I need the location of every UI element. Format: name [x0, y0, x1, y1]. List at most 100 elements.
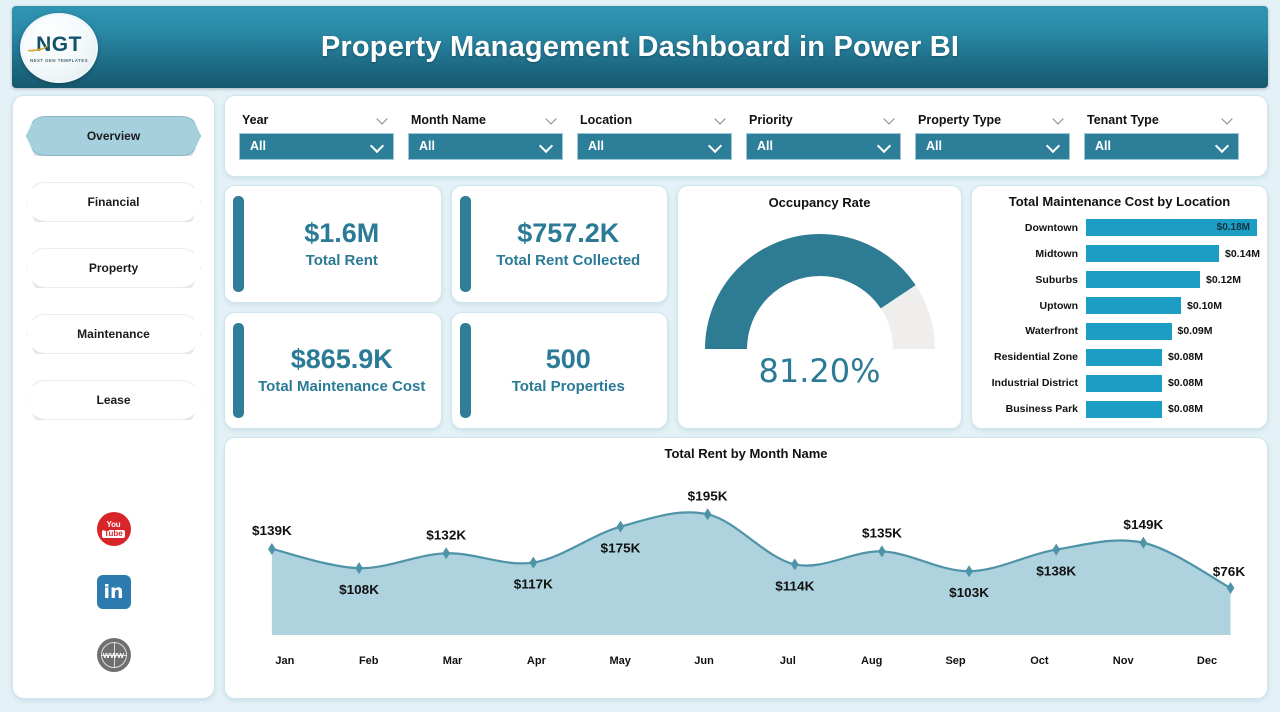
bar-value-label: $0.12M	[1206, 273, 1242, 286]
sidebar-item-label: Maintenance	[77, 327, 150, 341]
filter-year[interactable]: Year All	[239, 113, 408, 160]
dashboard-header: NGT NEXT GEN TEMPLATES Property Manageme…	[12, 6, 1268, 88]
logo-main-text: NGT	[26, 34, 82, 55]
data-point-marker[interactable]	[268, 542, 276, 555]
data-point-marker[interactable]	[529, 556, 538, 569]
area-line	[272, 512, 1231, 588]
kpi-accent-bar	[459, 322, 471, 418]
data-point-label: $117K	[514, 577, 554, 592]
logo-tagline: NEXT GEN TEMPLATES	[29, 57, 89, 63]
sidebar-item-property[interactable]: Property	[26, 248, 201, 288]
area-fill	[271, 512, 1231, 635]
bar-fill[interactable]	[1086, 322, 1172, 340]
bar-category-label: Business Park	[1005, 403, 1078, 416]
kpi-value: $757.2K	[517, 217, 620, 248]
sidebar-item-label: Lease	[96, 393, 131, 407]
bar-chart-row[interactable]: Uptown $0.10M	[982, 296, 1257, 315]
sidebar-item-lease[interactable]: Lease	[26, 380, 201, 420]
data-point-marker[interactable]	[1139, 536, 1148, 549]
data-point-marker[interactable]	[878, 545, 886, 558]
chevron-down-icon[interactable]	[715, 114, 726, 125]
data-point-label: $114K	[775, 579, 815, 594]
filter-select[interactable]: All	[239, 132, 394, 160]
bar-value-label: $0.18M	[1216, 222, 1250, 234]
bar-chart-row[interactable]: Suburbs $0.12M	[982, 270, 1257, 289]
bar-fill[interactable]	[1086, 245, 1219, 263]
chevron-down-icon[interactable]	[884, 114, 895, 125]
bar-chart-row[interactable]: Business Park $0.08M	[982, 400, 1257, 419]
bar-fill[interactable]	[1086, 297, 1181, 315]
bar-category-label: Suburbs	[1035, 273, 1078, 286]
chevron-down-icon[interactable]	[1216, 140, 1229, 153]
gauge-chart: 81.20%	[695, 218, 945, 398]
kpi-label: Total Rent Collected	[496, 251, 641, 269]
gauge-value: 81.20%	[758, 352, 881, 390]
sidebar-item-label: Overview	[86, 129, 141, 143]
axis-tick-label: Dec	[1196, 655, 1218, 667]
filter-value: All	[757, 139, 773, 153]
data-point-marker[interactable]	[790, 558, 799, 571]
bar-chart-row[interactable]: Residential Zone $0.08M	[982, 348, 1257, 367]
filter-value: All	[926, 139, 942, 153]
bar-category-label: Uptown	[1039, 299, 1079, 312]
data-point-marker[interactable]	[965, 565, 973, 578]
sidebar-item-maintenance[interactable]: Maintenance	[26, 314, 201, 354]
linkedin-icon[interactable]: in	[96, 575, 131, 609]
bar-category-label: Downtown	[1024, 221, 1078, 234]
data-point-label: $138K	[1036, 564, 1076, 579]
website-icon[interactable]: WWW	[96, 638, 131, 672]
chevron-down-icon[interactable]	[540, 140, 553, 153]
filter-select[interactable]: All	[746, 132, 901, 160]
filter-select[interactable]: All	[915, 132, 1070, 160]
maintenance-cost-by-location-panel: Total Maintenance Cost by Location Downt…	[971, 185, 1268, 429]
axis-tick-label: Apr	[526, 655, 546, 667]
bar-track: $0.14M	[1086, 245, 1260, 263]
chevron-down-icon[interactable]	[1053, 114, 1064, 125]
chevron-down-icon[interactable]	[1222, 114, 1233, 125]
chevron-down-icon[interactable]	[878, 140, 891, 153]
filter-select[interactable]: All	[577, 132, 732, 160]
youtube-icon[interactable]: You Tube	[96, 512, 131, 546]
youtube-icon-bottom: Tube	[102, 528, 125, 538]
bar-chart-row[interactable]: Industrial District $0.08M	[982, 374, 1257, 393]
data-point-marker[interactable]	[1226, 581, 1235, 594]
chevron-down-icon[interactable]	[709, 140, 722, 153]
kpi-value: $1.6M	[304, 217, 380, 248]
youtube-icon-top: You	[106, 519, 121, 529]
data-point-label: $195K	[688, 489, 728, 504]
sidebar-item-overview[interactable]: Overview	[26, 116, 201, 156]
filter-select[interactable]: All	[408, 132, 563, 160]
kpi-card-total-maintenance-cost: $865.9K Total Maintenance Cost	[224, 311, 442, 429]
filter-priority[interactable]: Priority All	[746, 113, 915, 160]
filter-month-name[interactable]: Month Name All	[408, 113, 577, 160]
gauge-svg	[704, 234, 935, 350]
sidebar-item-financial[interactable]: Financial	[26, 182, 201, 222]
bar-fill[interactable]	[1086, 271, 1200, 289]
filter-label: Priority	[749, 112, 793, 127]
chevron-down-icon[interactable]	[377, 114, 388, 125]
bar-fill[interactable]: $0.18M	[1086, 219, 1257, 237]
area-chart-svg: $139K $108K $132K $117K $175K $195K $114K $135K…	[252, 489, 1246, 635]
bar-chart-row[interactable]: Midtown $0.14M	[982, 244, 1260, 263]
axis-tick-label: Sep	[945, 655, 966, 667]
area-chart-axis: Jan Feb Mar Apr May Jun Jul Aug Sep Oct Nov Dec	[225, 655, 1267, 667]
bar-chart-row[interactable]: Downtown $0.18M	[982, 218, 1257, 237]
chevron-down-icon[interactable]	[1047, 140, 1060, 153]
bar-value-label: $0.10M	[1187, 299, 1223, 312]
linkedin-icon-glyph: in	[103, 581, 124, 603]
bar-chart-row[interactable]: Waterfront $0.09M	[982, 322, 1257, 341]
bar-track: $0.09M	[1086, 322, 1257, 340]
data-point-marker[interactable]	[1052, 543, 1061, 556]
bar-fill[interactable]	[1086, 400, 1162, 418]
data-point-marker[interactable]	[616, 520, 625, 533]
filter-tenant-type[interactable]: Tenant Type All	[1084, 113, 1253, 160]
bar-fill[interactable]	[1086, 348, 1162, 366]
bar-chart-title: Total Maintenance Cost by Location	[1008, 194, 1231, 209]
bar-fill[interactable]	[1086, 374, 1162, 392]
filter-location[interactable]: Location All	[577, 113, 746, 160]
bar-track: $0.12M	[1086, 271, 1257, 289]
filter-select[interactable]: All	[1084, 132, 1239, 160]
chevron-down-icon[interactable]	[546, 114, 557, 125]
filter-property-type[interactable]: Property Type All	[915, 113, 1084, 160]
chevron-down-icon[interactable]	[371, 140, 384, 153]
